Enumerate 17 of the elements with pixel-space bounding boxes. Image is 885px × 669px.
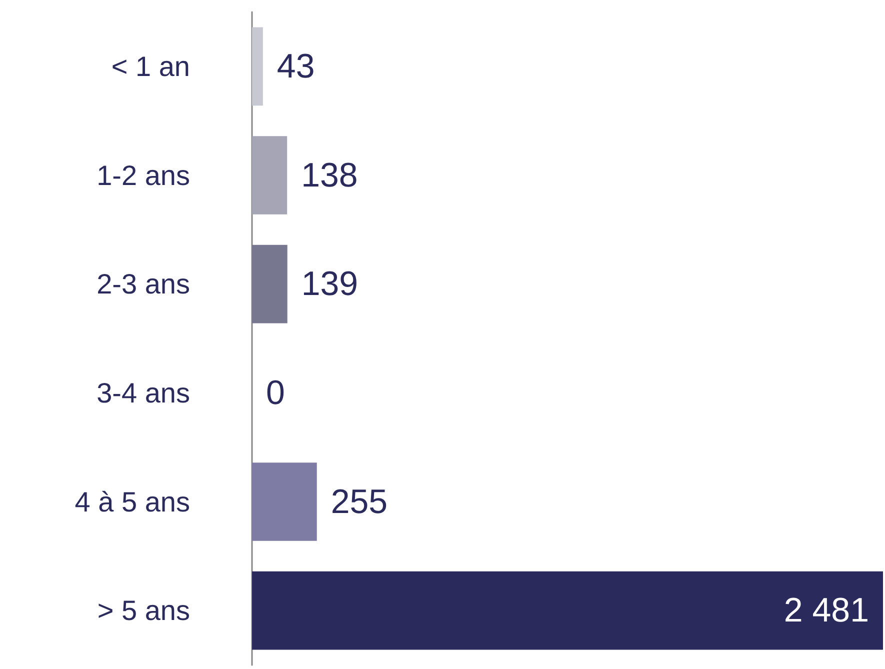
data-label: 2 481 [784,592,869,630]
data-label: 139 [301,265,358,304]
data-label: 43 [276,47,315,86]
bar [252,136,288,214]
data-label: 138 [301,156,358,194]
y-tick-label: 2-3 ans [96,268,190,300]
bar [252,27,263,106]
data-label: 0 [266,374,285,412]
bar [252,462,317,541]
data-label: 255 [330,482,388,521]
bar [252,571,883,650]
y-tick-label: 3-4 ans [96,377,190,408]
y-tick-label: > 5 ans [97,595,190,626]
y-tick-label: < 1 an [111,50,190,82]
y-tick-label: 4 à 5 ans [74,486,190,518]
bar [252,244,288,324]
y-tick-label: 1-2 ans [96,160,190,191]
